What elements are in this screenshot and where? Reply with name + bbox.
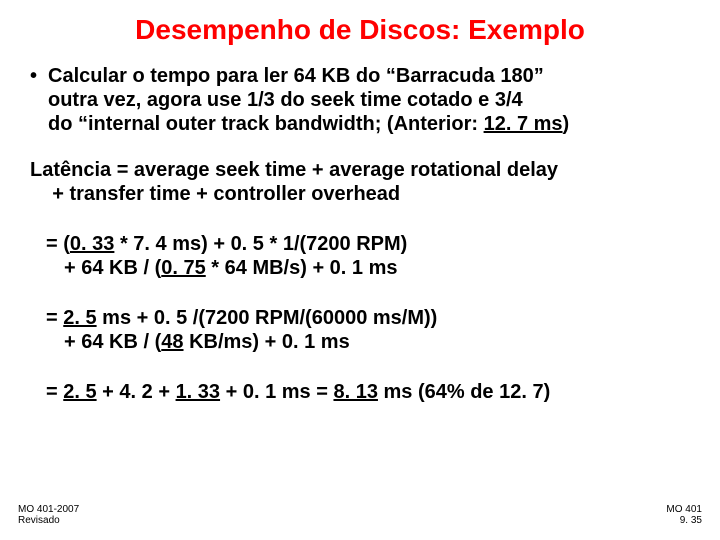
calc2-e: KB/ms) + 0. 1 ms	[184, 331, 350, 353]
footer-left-l2: Revisado	[18, 515, 60, 526]
calc3-d: + 0. 1 ms =	[220, 381, 333, 403]
calc3-e: 8. 13	[333, 381, 377, 403]
calc1-c: + 64 KB / (	[64, 257, 161, 279]
calc-step-2: = 2. 5 ms + 0. 5 /(7200 RPM/(60000 ms/M)…	[30, 306, 690, 354]
calc2-b: ms + 0. 5 /(7200 RPM/(60000 ms/M))	[97, 307, 438, 329]
bullet-line-1: Calcular o tempo para ler 64 KB do “Barr…	[48, 65, 544, 87]
footer-left: MO 401-2007 Revisado	[18, 504, 79, 526]
calc3-f: ms (64% de 12. 7)	[378, 381, 550, 403]
footer-right-l1: MO 401	[666, 504, 702, 515]
calc2-a: 2. 5	[63, 307, 96, 329]
bullet-marker: •	[30, 64, 48, 88]
calc1-e: * 64 MB/s) + 0. 1 ms	[206, 257, 398, 279]
calc-step-1: = (0. 33 * 7. 4 ms) + 0. 5 * 1/(7200 RPM…	[30, 232, 690, 280]
bullet-line-2: outra vez, agora use 1/3 do seek time co…	[48, 89, 523, 111]
calc1-a: 0. 33	[70, 233, 114, 255]
calc2-d: 48	[161, 331, 183, 353]
calc3-eq: =	[46, 381, 63, 403]
calc-step-3: = 2. 5 + 4. 2 + 1. 33 + 0. 1 ms = 8. 13 …	[30, 380, 690, 404]
calc3-c: 1. 33	[176, 381, 220, 403]
bullet-line-3b: 12. 7 ms	[484, 113, 563, 135]
footer-right: MO 401 9. 35	[666, 504, 702, 526]
latency-line-1: Latência = average seek time + average r…	[30, 159, 558, 181]
bullet-line-3c: )	[563, 113, 570, 135]
slide-title: Desempenho de Discos: Exemplo	[30, 14, 690, 46]
calc1-b: * 7. 4 ms) + 0. 5 * 1/(7200 RPM)	[114, 233, 407, 255]
footer-right-l2: 9. 35	[680, 515, 702, 526]
footer-left-l1: MO 401-2007	[18, 504, 79, 515]
latency-line-2: + transfer time + controller overhead	[52, 183, 400, 205]
bullet-item: •Calcular o tempo para ler 64 KB do “Bar…	[30, 64, 690, 136]
calc3-a: 2. 5	[63, 381, 96, 403]
calc1-d: 0. 75	[161, 257, 205, 279]
calc2-eq: =	[46, 307, 63, 329]
calc3-b: + 4. 2 +	[97, 381, 176, 403]
slide: Desempenho de Discos: Exemplo •Calcular …	[0, 0, 720, 540]
calc2-c: + 64 KB / (	[64, 331, 161, 353]
bullet-line-3a: do “internal outer track bandwidth; (Ant…	[48, 113, 484, 135]
calc1-eq: = (	[46, 233, 70, 255]
latency-formula: Latência = average seek time + average r…	[30, 158, 690, 206]
